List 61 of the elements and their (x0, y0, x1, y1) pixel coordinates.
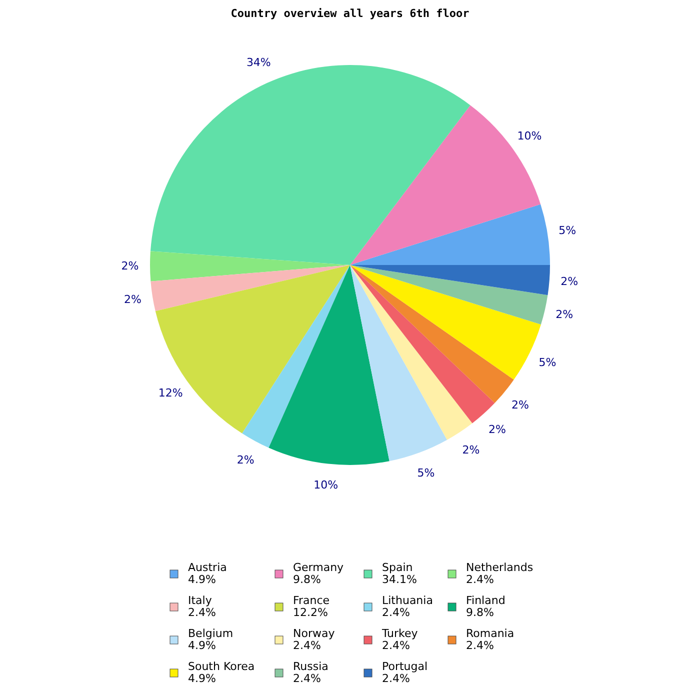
data-label: 2.4% (188, 606, 216, 619)
data-label: 9.8% (466, 606, 494, 619)
text: 10% (314, 478, 338, 492)
legend-label: Spain (382, 561, 413, 574)
data-label: 2.4% (382, 672, 410, 685)
pie-slice (350, 265, 448, 462)
data-label: 2.4% (293, 639, 321, 652)
pie-slice (150, 265, 350, 312)
data-label: 2.4% (293, 672, 321, 685)
legend-label: Romania (466, 627, 514, 640)
pie-slice (350, 265, 495, 424)
text: 5% (417, 466, 435, 480)
text: 2% (462, 443, 480, 456)
text: 2% (556, 308, 574, 321)
pie-slice (350, 265, 514, 404)
data-label: 2.4% (466, 639, 494, 652)
pie-slice (268, 265, 390, 465)
text: 2% (236, 453, 254, 466)
legend-label: Belgium (188, 627, 234, 640)
text: 5% (538, 356, 556, 369)
legend-label: Austria (188, 561, 227, 574)
text: 5% (558, 224, 576, 237)
text: 12% (158, 386, 183, 400)
data-label: 34.1% (382, 573, 417, 586)
text: 2% (124, 292, 142, 306)
data-label: 4.9% (188, 639, 216, 652)
pie-slice (150, 65, 470, 265)
pie-slice (350, 265, 472, 440)
data-label: 4.9% (188, 573, 216, 586)
text: 2% (488, 422, 506, 436)
legend-label: Italy (188, 594, 212, 607)
legend-label: Russia (293, 660, 328, 673)
legend-label: South Korea (188, 660, 255, 673)
data-label: 2.4% (382, 606, 410, 619)
pie-slice (350, 105, 541, 265)
text: 2% (511, 398, 529, 412)
pie-slice (350, 204, 550, 265)
data-label: 12.2% (293, 606, 328, 619)
data-label: 4.9% (188, 672, 216, 685)
legend-label: France (293, 594, 330, 607)
legend-label: Norway (293, 627, 336, 640)
pie-slice (242, 265, 350, 448)
pie-slice (150, 251, 350, 282)
pie-slice (155, 265, 350, 434)
legend-label: Turkey (381, 627, 418, 640)
data-label: 2.4% (382, 639, 410, 652)
text: 10% (517, 130, 542, 143)
data-label: 2.4% (466, 573, 494, 586)
text: 34% (246, 56, 271, 70)
text: 2% (560, 274, 578, 288)
data-label: 9.8% (293, 573, 321, 586)
pie-slice (350, 265, 550, 296)
legend-label: Portugal (382, 660, 428, 673)
legend-label: Finland (466, 594, 506, 607)
text: 2% (121, 259, 139, 272)
legend-label: Lithuania (382, 594, 433, 607)
pie-slice (350, 265, 548, 325)
legend-label: Netherlands (466, 561, 534, 574)
legend-label: Germany (293, 561, 344, 574)
pie-slice (350, 265, 541, 380)
chart-title: Country overview all years 6th floor (230, 7, 470, 20)
